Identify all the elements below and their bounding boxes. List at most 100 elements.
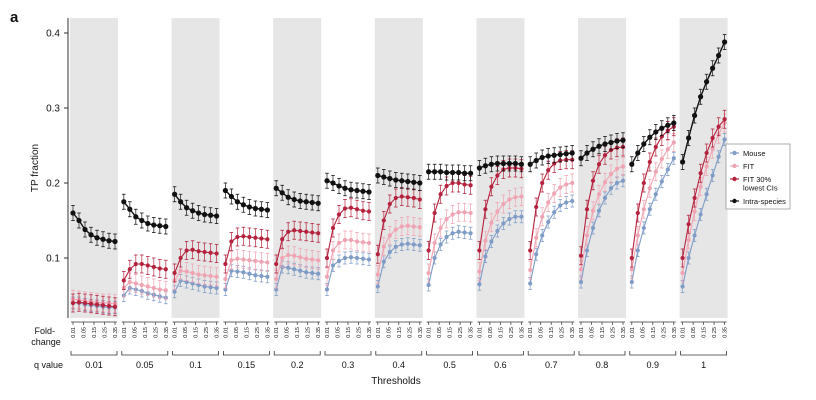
fold-change-tick-label: 0.15 [448, 327, 454, 338]
data-point [273, 185, 279, 191]
q-band-1 [679, 18, 728, 318]
data-point [223, 287, 228, 292]
fold-change-tick-label: 0.15 [295, 327, 301, 338]
data-point [584, 248, 590, 253]
legend-swatch-marker [732, 163, 737, 169]
data-point [405, 223, 410, 228]
data-point [208, 273, 213, 279]
data-point [602, 180, 608, 185]
data-point [139, 261, 144, 267]
data-point [190, 270, 195, 276]
data-point [106, 238, 112, 244]
fold-change-tick-label: 0.01 [223, 327, 229, 338]
data-point [100, 303, 106, 308]
data-point [354, 239, 360, 244]
data-point [70, 210, 76, 216]
fold-change-tick-label: 0.15 [397, 327, 403, 338]
data-point [214, 251, 219, 256]
data-point [348, 255, 354, 260]
legend-label: Mouse [743, 149, 766, 158]
q-value-bands [70, 18, 728, 318]
data-point [259, 236, 264, 241]
y-axis-label: TP fraction [30, 144, 41, 192]
data-point [551, 152, 557, 158]
q-value-row-label: q value [34, 360, 63, 370]
y-axis: 0.1 0.2 0.3 0.4 [46, 18, 69, 318]
data-point [163, 267, 168, 272]
q-value-label: 0.9 [647, 360, 660, 370]
data-point [558, 185, 563, 190]
data-point [426, 169, 432, 175]
data-point [546, 168, 551, 173]
data-point [399, 224, 404, 229]
data-point [196, 249, 201, 254]
data-point [665, 167, 670, 172]
data-point [647, 134, 653, 140]
data-point [659, 156, 664, 162]
q-value-bracket [223, 351, 270, 356]
data-point [444, 183, 449, 189]
data-point [578, 267, 584, 272]
data-point [298, 228, 303, 234]
data-point [653, 169, 658, 174]
data-point [680, 255, 685, 261]
data-point [387, 175, 393, 182]
data-point [704, 79, 710, 85]
data-point [641, 141, 647, 147]
q-value-bracket [375, 351, 423, 356]
data-point [292, 253, 297, 258]
data-point [229, 268, 234, 273]
data-point [265, 260, 270, 265]
data-point [228, 193, 234, 200]
data-point [513, 214, 518, 219]
data-point [578, 279, 584, 285]
data-point [309, 199, 315, 206]
fold-change-tick-label: 0.05 [183, 327, 189, 338]
data-point [590, 208, 596, 213]
fold-change-tick-label: 0.35 [367, 327, 373, 338]
data-point [121, 278, 126, 283]
y-tick-label: 0.1 [46, 254, 60, 265]
data-point [608, 139, 614, 146]
data-point [222, 187, 228, 194]
data-point [482, 163, 488, 169]
q-value-bracket [527, 351, 575, 356]
fold-change-tick-label: 0.15 [194, 327, 200, 338]
data-point [653, 144, 658, 150]
data-point [518, 161, 525, 167]
data-point [304, 270, 309, 275]
legend-label: FIT 30% lowest CIs [743, 175, 778, 193]
data-point [665, 147, 670, 152]
legend-box [725, 143, 791, 210]
data-point [477, 282, 482, 287]
fold-change-tick-label: 0.25 [560, 327, 566, 338]
data-point [265, 274, 270, 279]
fold-change-tick-label: 0.35 [215, 327, 221, 338]
data-point [258, 206, 264, 212]
data-point [534, 252, 539, 257]
data-point [264, 207, 270, 213]
data-point [462, 230, 467, 235]
data-point [151, 285, 156, 291]
data-point [324, 255, 330, 261]
fold-change-tick-label: 0.35 [621, 327, 627, 338]
data-point [324, 178, 330, 184]
data-point [489, 184, 494, 189]
data-point [127, 267, 132, 272]
q-band-0.4 [374, 18, 423, 318]
data-point [208, 250, 213, 255]
data-point [405, 178, 411, 185]
fold-change-tick-label: 0.05 [488, 327, 494, 338]
data-point [552, 191, 557, 196]
data-point [336, 258, 342, 264]
data-point [387, 201, 392, 207]
fold-change-tick-label: 0.01 [376, 327, 382, 338]
data-point [462, 170, 468, 176]
data-point [641, 207, 646, 212]
fold-change-tick-label: 0.25 [357, 327, 363, 338]
data-point [540, 233, 545, 238]
fold-change-tick-label: 0.35 [723, 327, 729, 338]
data-point [354, 255, 360, 261]
data-point [444, 234, 449, 240]
